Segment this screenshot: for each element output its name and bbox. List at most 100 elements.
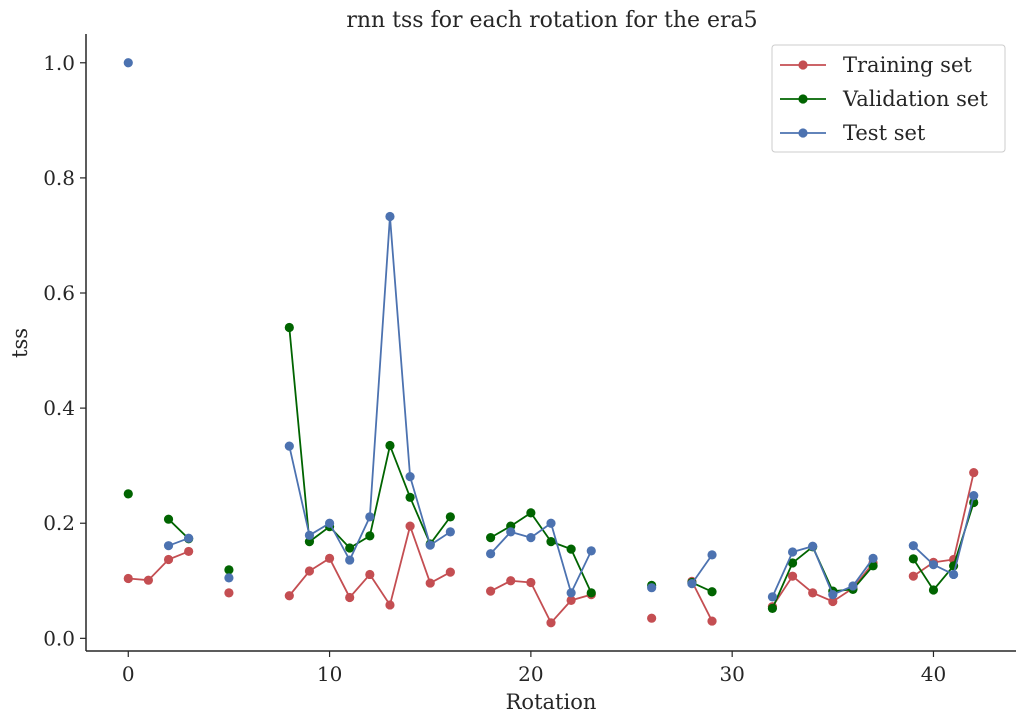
- data-point-validation-set: [546, 537, 556, 547]
- data-point-training-set: [184, 546, 194, 557]
- data-point-training-set: [808, 588, 818, 598]
- data-point-training-set: [647, 613, 657, 623]
- series-line-test-set: [771, 545, 874, 598]
- data-point-training-set: [546, 618, 556, 628]
- data-point-test-set: [546, 518, 556, 528]
- legend-frame: [771, 44, 1006, 153]
- data-point-training-set: [324, 553, 335, 563]
- series-line-training-set: [691, 580, 713, 622]
- data-point-test-set: [345, 555, 355, 565]
- data-point-validation-set: [123, 489, 133, 499]
- data-point-validation-set: [385, 440, 395, 451]
- data-point-validation-set: [345, 543, 355, 553]
- legend-item-training-set: Training set: [780, 53, 972, 77]
- data-point-test-set: [928, 560, 939, 570]
- data-point-test-set: [808, 541, 818, 551]
- data-point-training-set: [707, 616, 717, 626]
- data-point-training-set: [969, 467, 979, 478]
- legend-item-test-set: Test set: [780, 121, 926, 145]
- data-point-training-set: [908, 571, 918, 581]
- data-point-test-set: [224, 573, 234, 583]
- data-point-test-set: [908, 541, 918, 551]
- data-point-test-set: [304, 530, 315, 540]
- data-point-test-set: [284, 441, 294, 451]
- y-tick-label: 0.0: [43, 626, 75, 650]
- y-tick-label: 0.6: [43, 281, 75, 305]
- legend-marker-validation-set: [798, 94, 808, 104]
- legend-marker-training-set: [798, 60, 808, 70]
- legend: Training set Validation set Test set: [771, 44, 1006, 153]
- y-tick-label: 0.4: [43, 396, 75, 420]
- series-line-training-set: [912, 472, 975, 577]
- data-point-test-set: [324, 518, 335, 528]
- data-point-test-set: [566, 588, 576, 598]
- x-tick-label: 0: [122, 662, 135, 686]
- data-point-training-set: [365, 569, 375, 580]
- data-point-training-set: [143, 575, 154, 585]
- data-point-test-set: [184, 533, 194, 543]
- data-point-validation-set: [224, 565, 234, 575]
- data-point-test-set: [163, 541, 174, 551]
- data-point-test-set: [647, 583, 657, 593]
- series-training-set: [123, 467, 979, 628]
- data-point-test-set: [526, 533, 536, 543]
- data-point-training-set: [425, 578, 435, 588]
- chart-title: rnn tss for each rotation for the era5: [346, 8, 757, 33]
- data-point-training-set: [828, 596, 838, 607]
- data-point-training-set: [284, 591, 294, 601]
- data-point-validation-set: [566, 544, 576, 554]
- data-point-validation-set: [767, 603, 778, 614]
- data-point-test-set: [848, 581, 858, 591]
- data-point-test-set: [969, 490, 979, 501]
- y-ticks: 0.0 0.2 0.4 0.6 0.8 1.0: [43, 51, 86, 650]
- series-validation-set: [123, 322, 979, 614]
- data-point-training-set: [163, 554, 174, 565]
- series-line-test-set: [288, 216, 451, 563]
- data-point-validation-set: [405, 492, 415, 502]
- data-point-test-set: [586, 546, 596, 556]
- data-point-test-set: [787, 547, 798, 557]
- data-point-validation-set: [365, 531, 375, 541]
- legend-label-validation-set: Validation set: [842, 87, 988, 111]
- data-point-test-set: [948, 569, 959, 580]
- series-layer: [123, 58, 979, 628]
- axes: [85, 34, 1016, 652]
- data-point-training-set: [345, 592, 355, 603]
- data-point-validation-set: [787, 558, 798, 568]
- y-tick-label: 0.8: [43, 166, 75, 190]
- data-point-validation-set: [304, 537, 315, 547]
- data-point-test-set: [486, 549, 496, 559]
- x-ticks: 0 10 20 30 40: [122, 651, 946, 686]
- x-tick-label: 10: [317, 662, 342, 686]
- legend-label-training-set: Training set: [843, 53, 972, 77]
- legend-item-validation-set: Validation set: [780, 87, 988, 111]
- data-point-training-set: [123, 573, 133, 584]
- data-point-test-set: [828, 589, 838, 600]
- data-point-validation-set: [284, 322, 294, 333]
- series-line-test-set: [691, 554, 713, 585]
- x-axis-label: Rotation: [506, 690, 597, 714]
- data-point-validation-set: [445, 512, 455, 522]
- legend-marker-test-set: [798, 128, 808, 138]
- data-point-training-set: [445, 567, 455, 577]
- data-point-test-set: [123, 58, 133, 68]
- x-tick-label: 20: [518, 662, 543, 686]
- series-line-training-set: [490, 579, 592, 625]
- data-point-test-set: [405, 472, 415, 482]
- data-point-training-set: [566, 595, 576, 605]
- data-point-test-set: [687, 579, 697, 589]
- series-line-test-set: [912, 495, 975, 576]
- data-point-test-set: [445, 527, 455, 537]
- data-point-training-set: [486, 586, 496, 596]
- data-point-test-set: [385, 211, 395, 222]
- data-point-training-set: [304, 566, 315, 576]
- y-tick-label: 0.2: [43, 511, 75, 535]
- series-line-training-set: [128, 550, 189, 582]
- y-axis-label: tss: [8, 328, 32, 358]
- data-point-validation-set: [526, 508, 536, 518]
- data-point-training-set: [224, 588, 234, 598]
- data-point-test-set: [506, 527, 516, 537]
- data-point-validation-set: [486, 533, 496, 543]
- data-point-training-set: [506, 576, 516, 586]
